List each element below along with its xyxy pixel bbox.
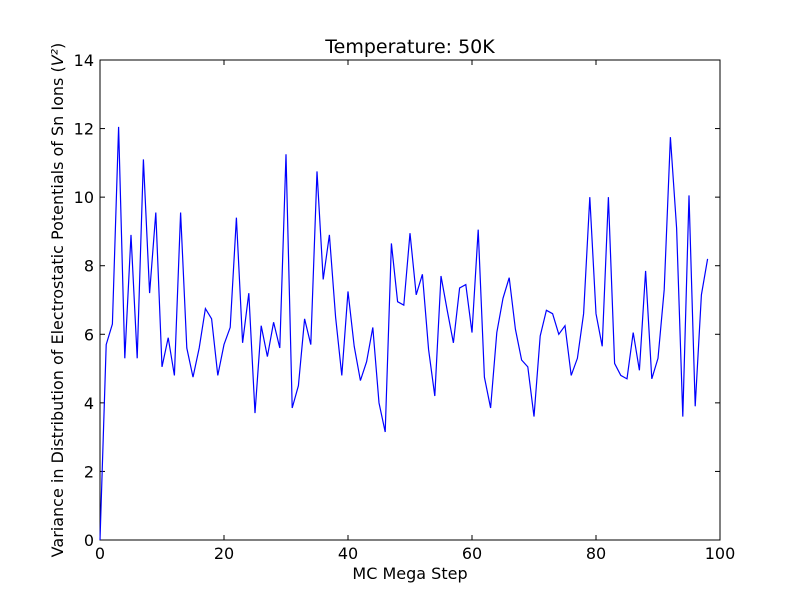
plot-area bbox=[99, 126, 709, 541]
x-tick-label: 100 bbox=[705, 544, 736, 563]
y-tick-label: 4 bbox=[84, 394, 94, 413]
x-tick-label: 20 bbox=[214, 544, 234, 563]
y-tick-label: 12 bbox=[74, 120, 94, 139]
x-tick-label: 40 bbox=[338, 544, 358, 563]
y-tick-label: 0 bbox=[84, 531, 94, 550]
chart-title: Temperature: 50K bbox=[324, 36, 495, 58]
y-tick-label: 14 bbox=[74, 51, 94, 70]
y-tick-label: 10 bbox=[74, 188, 94, 207]
y-tick-label: 6 bbox=[84, 325, 94, 344]
plot-frame bbox=[99, 59, 721, 541]
x-axis-label: MC Mega Step bbox=[352, 564, 467, 583]
y-tick-label: 2 bbox=[84, 462, 94, 481]
y-tick-label: 8 bbox=[84, 257, 94, 276]
y-axis-label: Variance in Distribution of Electrostati… bbox=[48, 43, 67, 558]
x-tick-label: 0 bbox=[95, 544, 105, 563]
y-axis: 0 2 4 6 8 10 12 14 bbox=[74, 51, 720, 550]
x-tick-label: 80 bbox=[586, 544, 606, 563]
series-line bbox=[99, 126, 709, 541]
x-tick-label: 60 bbox=[462, 544, 482, 563]
y-axis-label-unit: V² bbox=[48, 48, 67, 66]
y-axis-label-text: Variance in Distribution of Electrostati… bbox=[48, 66, 67, 557]
y-axis-label-close: ) bbox=[48, 43, 67, 49]
